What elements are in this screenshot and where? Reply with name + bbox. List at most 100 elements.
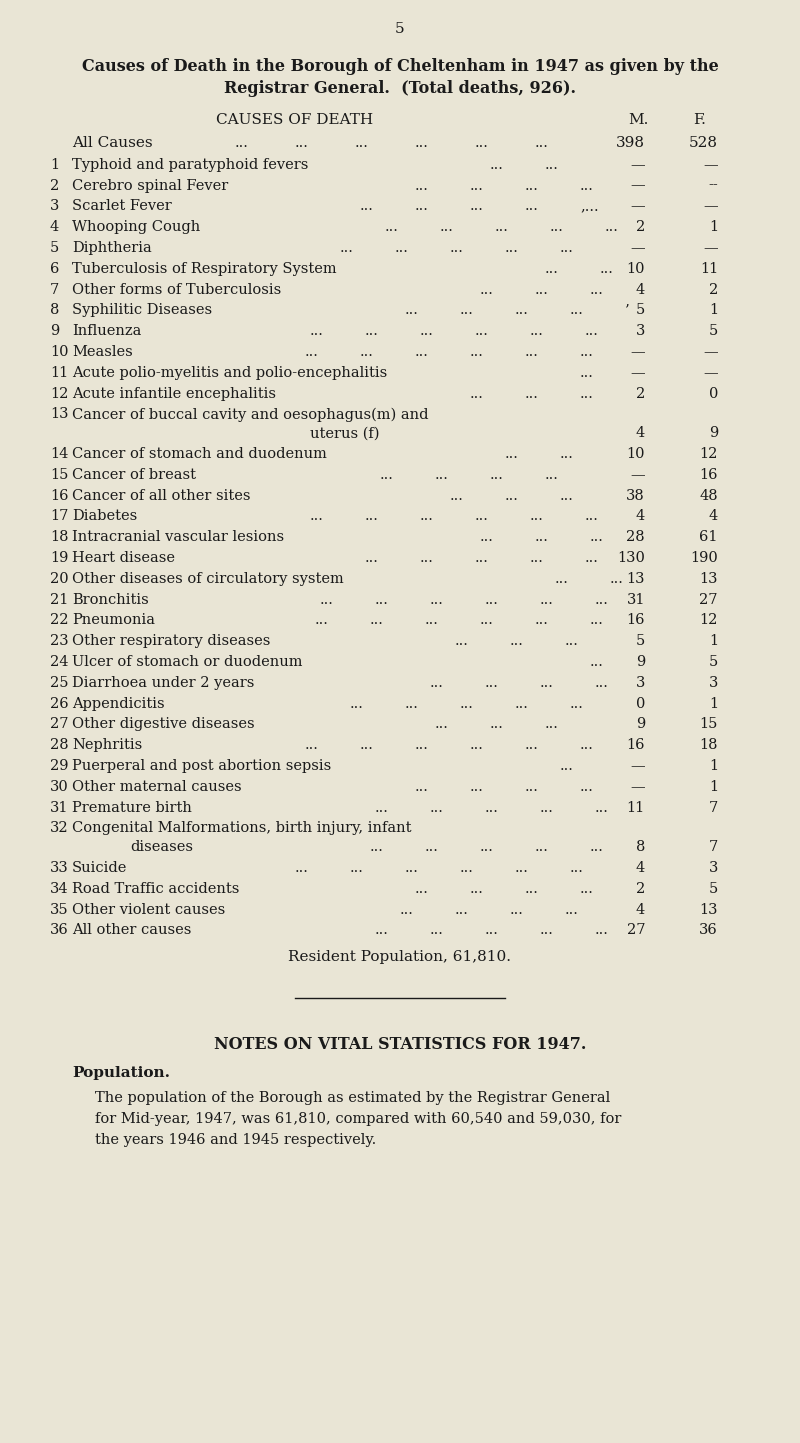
- Text: 13: 13: [626, 571, 645, 586]
- Text: ...: ...: [295, 136, 309, 150]
- Text: ...: ...: [405, 303, 419, 317]
- Text: ...: ...: [490, 157, 504, 172]
- Text: 5: 5: [50, 241, 59, 255]
- Text: ...: ...: [540, 801, 554, 815]
- Text: ...: ...: [450, 241, 464, 255]
- Text: ...: ...: [470, 179, 484, 192]
- Text: ...: ...: [405, 697, 419, 710]
- Text: Cancer of breast: Cancer of breast: [72, 468, 196, 482]
- Text: Syphilitic Diseases: Syphilitic Diseases: [72, 303, 212, 317]
- Text: ...: ...: [560, 241, 574, 255]
- Text: 21: 21: [50, 593, 68, 606]
- Text: 26: 26: [50, 697, 69, 710]
- Text: ...: ...: [550, 221, 564, 234]
- Text: ...: ...: [435, 717, 449, 732]
- Text: ...: ...: [570, 303, 584, 317]
- Text: Cancer of all other sites: Cancer of all other sites: [72, 489, 250, 502]
- Text: 9: 9: [709, 426, 718, 440]
- Text: ...: ...: [425, 840, 439, 854]
- Text: ...: ...: [565, 903, 579, 916]
- Text: 11: 11: [626, 801, 645, 815]
- Text: —: —: [630, 759, 645, 773]
- Text: ...: ...: [495, 221, 509, 234]
- Text: —: —: [703, 157, 718, 172]
- Text: —: —: [630, 199, 645, 214]
- Text: Typhoid and paratyphoid fevers: Typhoid and paratyphoid fevers: [72, 157, 308, 172]
- Text: 28: 28: [50, 739, 69, 752]
- Text: ...: ...: [590, 530, 604, 544]
- Text: 5: 5: [636, 635, 645, 648]
- Text: 2: 2: [636, 882, 645, 896]
- Text: ...: ...: [480, 283, 494, 297]
- Text: Causes of Death in the Borough of Cheltenham in 1947 as given by the: Causes of Death in the Borough of Chelte…: [82, 58, 718, 75]
- Text: 3: 3: [636, 675, 645, 690]
- Text: ...: ...: [395, 241, 409, 255]
- Text: ...: ...: [295, 861, 309, 874]
- Text: ...: ...: [440, 221, 454, 234]
- Text: —: —: [630, 468, 645, 482]
- Text: ...: ...: [475, 136, 489, 150]
- Text: Road Traffic accidents: Road Traffic accidents: [72, 882, 239, 896]
- Text: ...: ...: [470, 345, 484, 359]
- Text: 48: 48: [699, 489, 718, 502]
- Text: ...: ...: [350, 861, 364, 874]
- Text: Measles: Measles: [72, 345, 133, 359]
- Text: ...: ...: [415, 136, 429, 150]
- Text: 31: 31: [50, 801, 69, 815]
- Text: 35: 35: [50, 903, 69, 916]
- Text: 16: 16: [699, 468, 718, 482]
- Text: ...: ...: [400, 903, 414, 916]
- Text: Intracranial vascular lesions: Intracranial vascular lesions: [72, 530, 284, 544]
- Text: 29: 29: [50, 759, 69, 773]
- Text: 5: 5: [709, 655, 718, 670]
- Text: ...: ...: [585, 551, 599, 566]
- Text: for Mid-year, 1947, was 61,810, compared with 60,540 and 59,030, for: for Mid-year, 1947, was 61,810, compared…: [95, 1113, 622, 1126]
- Text: Acute infantile encephalitis: Acute infantile encephalitis: [72, 387, 276, 401]
- Text: ...: ...: [415, 779, 429, 794]
- Text: 1: 1: [709, 221, 718, 234]
- Text: ...: ...: [475, 325, 489, 338]
- Text: 11: 11: [50, 365, 68, 380]
- Text: F.: F.: [694, 113, 706, 127]
- Text: ...: ...: [475, 551, 489, 566]
- Text: ...: ...: [585, 325, 599, 338]
- Text: ...: ...: [525, 345, 539, 359]
- Text: —: —: [703, 365, 718, 380]
- Text: ...: ...: [590, 840, 604, 854]
- Text: ...: ...: [375, 924, 389, 938]
- Text: Suicide: Suicide: [72, 861, 127, 874]
- Text: 4: 4: [50, 221, 59, 234]
- Text: Other digestive diseases: Other digestive diseases: [72, 717, 254, 732]
- Text: 4: 4: [636, 903, 645, 916]
- Text: 3: 3: [50, 199, 59, 214]
- Text: 11: 11: [700, 261, 718, 276]
- Text: ...: ...: [540, 924, 554, 938]
- Text: 2: 2: [50, 179, 59, 192]
- Text: the years 1946 and 1945 respectively.: the years 1946 and 1945 respectively.: [95, 1133, 376, 1147]
- Text: ...: ...: [485, 924, 499, 938]
- Text: ...: ...: [540, 593, 554, 606]
- Text: 15: 15: [700, 717, 718, 732]
- Text: ...: ...: [510, 635, 524, 648]
- Text: ...: ...: [580, 365, 594, 380]
- Text: —: —: [703, 199, 718, 214]
- Text: ...: ...: [320, 593, 334, 606]
- Text: 12: 12: [50, 387, 68, 401]
- Text: 23: 23: [50, 635, 69, 648]
- Text: —: —: [630, 365, 645, 380]
- Text: All other causes: All other causes: [72, 924, 191, 938]
- Text: ...: ...: [530, 551, 544, 566]
- Text: ...: ...: [545, 717, 559, 732]
- Text: 27: 27: [699, 593, 718, 606]
- Text: 36: 36: [50, 924, 69, 938]
- Text: 9: 9: [636, 655, 645, 670]
- Text: ...: ...: [580, 779, 594, 794]
- Text: ...: ...: [560, 759, 574, 773]
- Text: ...: ...: [475, 509, 489, 524]
- Text: 3: 3: [709, 675, 718, 690]
- Text: ...: ...: [365, 509, 379, 524]
- Text: 9: 9: [636, 717, 645, 732]
- Text: uterus (f): uterus (f): [310, 426, 379, 440]
- Text: ...: ...: [470, 779, 484, 794]
- Text: ...: ...: [605, 221, 619, 234]
